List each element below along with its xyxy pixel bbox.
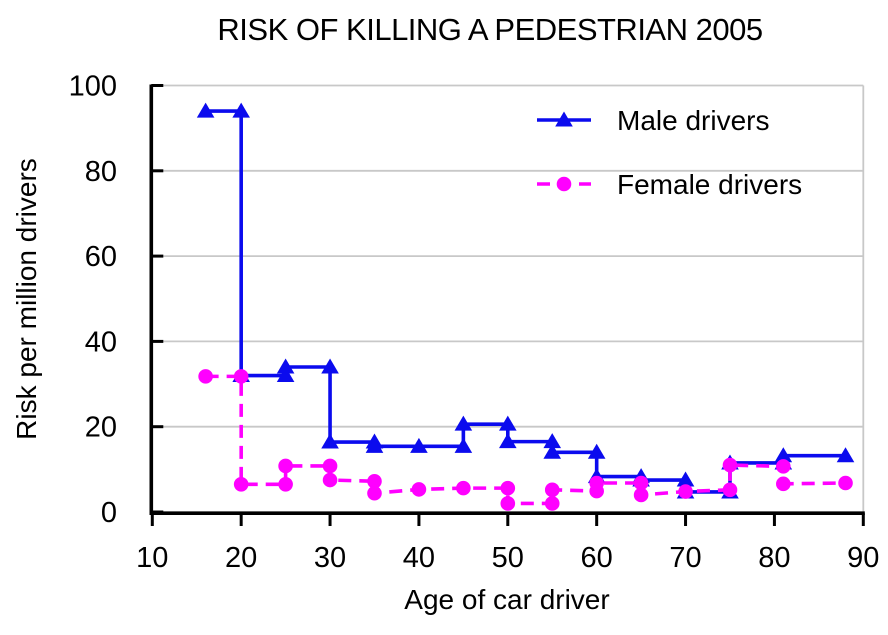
series-female-drivers-marker: [411, 482, 427, 497]
series-female-drivers-marker: [776, 476, 791, 492]
y-axis-label: Risk per million drivers: [11, 158, 42, 440]
series-male-drivers-marker: [499, 415, 517, 431]
series-female-drivers-marker: [722, 457, 738, 473]
series-male-drivers-marker: [774, 447, 793, 463]
series-male-drivers-marker: [276, 367, 295, 383]
series-male-drivers-marker: [676, 471, 695, 487]
series-female-drivers-marker: [633, 487, 649, 503]
series-female-drivers-marker: [838, 475, 853, 491]
x-tick-label: 20: [225, 542, 257, 574]
x-tick-label: 30: [314, 542, 346, 574]
x-tick-label: 10: [136, 542, 168, 574]
legend-marker-female-drivers: [556, 176, 572, 192]
x-axis-label: Age of car driver: [404, 584, 610, 615]
series-male-drivers-marker: [410, 437, 428, 453]
series-female-drivers-marker: [544, 496, 560, 511]
series-male-drivers-marker: [232, 102, 250, 118]
x-tick-label: 50: [492, 542, 524, 574]
series-female-drivers-marker: [456, 480, 471, 496]
x-tick-label: 80: [758, 542, 790, 574]
series-male-drivers-marker: [321, 358, 339, 374]
series-female-drivers-marker: [367, 485, 382, 501]
series-male-drivers-marker: [587, 443, 606, 459]
series-male-drivers-marker: [276, 358, 295, 374]
y-tick-label: 20: [85, 412, 117, 444]
series-male-drivers-marker: [454, 415, 473, 431]
series-male-drivers-marker: [543, 443, 562, 459]
series-female-drivers-marker: [233, 369, 249, 384]
series-female-drivers-marker: [544, 482, 560, 498]
series-female-drivers-marker: [589, 475, 604, 491]
series-male-drivers-marker: [454, 437, 473, 453]
series-male-drivers-marker: [196, 102, 215, 118]
series-female-drivers-marker: [633, 475, 649, 491]
series-male-drivers-marker: [321, 433, 339, 449]
series-female-drivers-marker: [322, 458, 338, 474]
series-male-drivers-marker: [836, 447, 855, 463]
series-male-drivers-marker: [543, 433, 562, 449]
series-female-drivers-marker: [500, 480, 516, 496]
x-tick-label: 60: [581, 542, 613, 574]
legend-label-female-drivers: Female drivers: [617, 169, 803, 200]
series-female-drivers-marker: [367, 473, 382, 489]
chart-title: RISK OF KILLING A PEDESTRIAN 2005: [217, 12, 763, 47]
series-male-drivers-marker: [365, 437, 384, 453]
series-female-drivers-marker: [722, 482, 738, 498]
series-female-drivers-marker: [776, 459, 791, 474]
y-tick-label: 60: [85, 241, 117, 273]
series-female-drivers-marker: [500, 496, 516, 511]
series-male-drivers-marker: [499, 433, 517, 449]
x-tick-label: 40: [403, 542, 435, 574]
y-tick-label: 40: [85, 326, 117, 358]
legend-marker-male-drivers: [555, 111, 573, 127]
x-tick-label: 90: [847, 542, 879, 574]
series-female-drivers-marker: [278, 458, 293, 474]
y-tick-label: 80: [85, 156, 117, 188]
y-tick-label: 0: [101, 497, 117, 529]
series-female-drivers-marker: [678, 484, 693, 499]
legend-label-male-drivers: Male drivers: [617, 105, 770, 136]
x-tick-label: 70: [669, 542, 701, 574]
series-female-drivers-marker: [278, 476, 293, 492]
series-female-drivers-marker: [198, 369, 213, 384]
y-tick-label: 100: [69, 71, 117, 103]
series-female-drivers-marker: [233, 476, 249, 492]
series-female-drivers-marker: [322, 472, 338, 488]
